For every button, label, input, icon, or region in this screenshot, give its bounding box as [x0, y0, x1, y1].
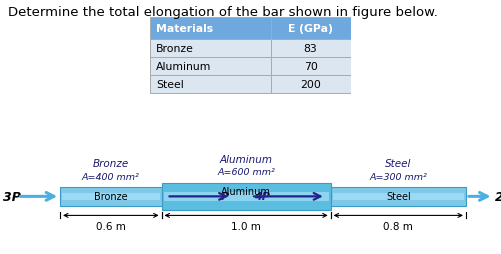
Text: Bronze: Bronze: [93, 158, 129, 168]
Text: Materials: Materials: [156, 24, 213, 34]
Bar: [271, 76, 351, 94]
Text: A=600 mm²: A=600 mm²: [217, 168, 275, 177]
Bar: [150, 18, 271, 39]
Bar: [161, 183, 331, 210]
Text: P: P: [220, 192, 228, 202]
Text: 4P: 4P: [254, 192, 270, 202]
Bar: [150, 58, 271, 76]
Bar: [150, 76, 271, 94]
Text: Steel: Steel: [156, 80, 184, 90]
Text: Aluminum: Aluminum: [156, 62, 212, 72]
Text: Determine the total elongation of the bar shown in figure below.: Determine the total elongation of the ba…: [8, 6, 437, 19]
Text: E (GPa): E (GPa): [288, 24, 333, 34]
Text: Bronze: Bronze: [156, 44, 194, 54]
Bar: [271, 58, 351, 76]
Text: 2P: 2P: [495, 190, 501, 203]
Bar: [333, 193, 464, 200]
Text: 1.0 m: 1.0 m: [231, 221, 261, 231]
Text: 3P: 3P: [3, 190, 21, 203]
Text: 83: 83: [304, 44, 318, 54]
Bar: [271, 39, 351, 58]
Bar: [150, 39, 271, 58]
Text: Aluminum: Aluminum: [219, 154, 273, 164]
Bar: [60, 187, 161, 206]
Text: Aluminum: Aluminum: [221, 187, 271, 197]
Bar: [163, 192, 329, 201]
Text: Steel: Steel: [386, 192, 411, 202]
Text: Bronze: Bronze: [94, 192, 128, 202]
Text: 0.6 m: 0.6 m: [96, 221, 126, 231]
Text: A=400 mm²: A=400 mm²: [82, 172, 140, 181]
Bar: [331, 187, 466, 206]
Text: 70: 70: [304, 62, 318, 72]
Text: A=300 mm²: A=300 mm²: [369, 172, 427, 181]
Bar: [62, 193, 159, 200]
Bar: [271, 18, 351, 39]
Text: Steel: Steel: [385, 158, 411, 168]
Text: 200: 200: [300, 80, 321, 90]
Text: 0.8 m: 0.8 m: [383, 221, 413, 231]
